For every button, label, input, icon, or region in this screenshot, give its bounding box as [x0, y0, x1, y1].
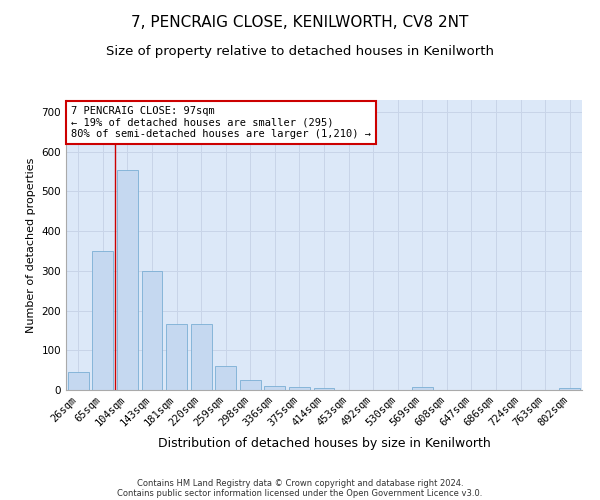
Text: Size of property relative to detached houses in Kenilworth: Size of property relative to detached ho…: [106, 45, 494, 58]
Bar: [142, 271, 163, 390]
Text: Contains public sector information licensed under the Open Government Licence v3: Contains public sector information licen…: [118, 488, 482, 498]
Text: Contains HM Land Registry data © Crown copyright and database right 2024.: Contains HM Land Registry data © Crown c…: [137, 478, 463, 488]
Bar: [191, 324, 212, 390]
Bar: [166, 324, 187, 390]
Bar: [117, 170, 138, 390]
Text: 7 PENCRAIG CLOSE: 97sqm
← 19% of detached houses are smaller (295)
80% of semi-d: 7 PENCRAIG CLOSE: 97sqm ← 19% of detache…: [71, 106, 371, 139]
Y-axis label: Number of detached properties: Number of detached properties: [26, 158, 36, 332]
Bar: [289, 387, 310, 390]
Bar: [240, 380, 261, 390]
Bar: [265, 386, 286, 390]
Bar: [559, 388, 580, 390]
Bar: [314, 388, 334, 390]
Bar: [92, 251, 113, 390]
Text: 7, PENCRAIG CLOSE, KENILWORTH, CV8 2NT: 7, PENCRAIG CLOSE, KENILWORTH, CV8 2NT: [131, 15, 469, 30]
Bar: [215, 366, 236, 390]
Bar: [68, 372, 89, 390]
Bar: [412, 387, 433, 390]
X-axis label: Distribution of detached houses by size in Kenilworth: Distribution of detached houses by size …: [158, 437, 490, 450]
